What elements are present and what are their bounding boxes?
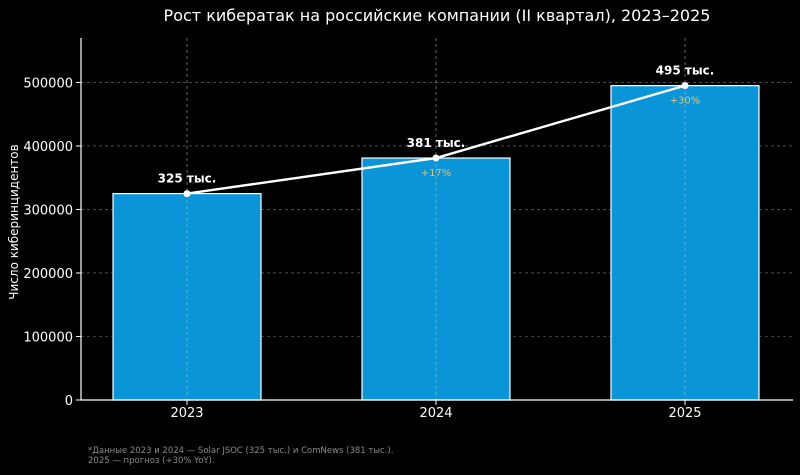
y-tick-label: 400000 [23,140,73,155]
footnote-line-2: 2025 — прогноз (+30% YoY). [88,456,215,466]
y-tick-label: 200000 [23,267,73,282]
data-label: 495 тыс. [656,64,715,78]
y-axis-label: Число киберинцидентов [7,144,21,299]
plot-area: 0 100000 200000 300000 400000 500000 2023 2024 2… [23,38,793,421]
growth-label: +17% [421,168,452,179]
y-tick-label: 300000 [23,203,73,218]
footnote-line-1: *Данные 2023 и 2024 — Solar JSOC (325 ты… [88,446,394,456]
y-tick-label: 500000 [23,76,73,91]
data-label: 381 тыс. [407,136,466,150]
y-tick-label: 0 [65,394,73,409]
trend-point [432,154,440,162]
data-label: 325 тыс. [158,172,217,186]
x-tick-label: 2024 [419,406,452,421]
y-tick-label: 100000 [23,330,73,345]
x-tick-label: 2025 [668,406,701,421]
trend-point [681,82,689,90]
chart-title: Рост кибератак на российские компании (I… [164,6,711,25]
footnote: *Данные 2023 и 2024 — Solar JSOC (325 ты… [88,446,393,466]
growth-label: +30% [670,96,701,107]
x-tick-label: 2023 [170,406,203,421]
trend-point [183,190,191,198]
